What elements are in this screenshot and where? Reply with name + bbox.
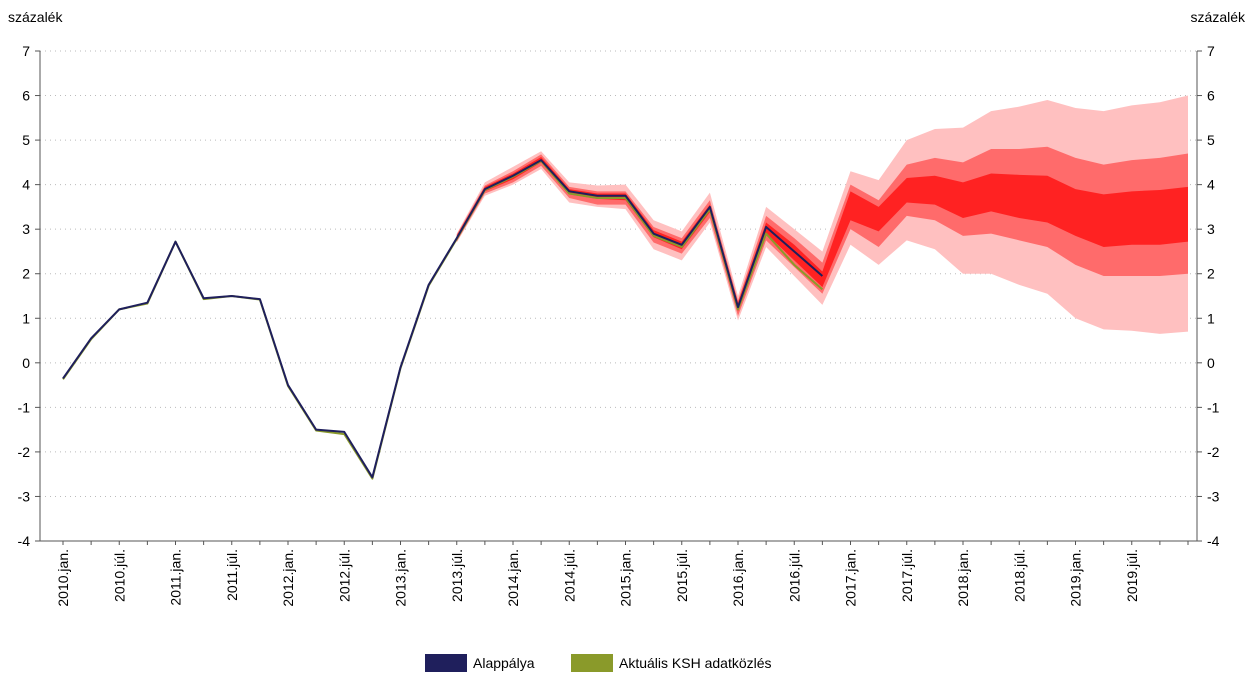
y-tick-label: 5 (22, 132, 30, 148)
fan-band (456, 157, 1188, 312)
y2-tick-label: -3 (1207, 488, 1220, 504)
x-tick-label: 2016.jan. (730, 549, 746, 607)
x-tick-label: 2015.jan. (618, 549, 634, 607)
x-tick-label: 2018.júl. (1011, 549, 1027, 602)
y2-tick-label: 3 (1207, 221, 1215, 237)
y-tick-label: -2 (18, 444, 31, 460)
y2-tick-label: 4 (1207, 177, 1215, 193)
y2-tick-label: 7 (1207, 43, 1215, 59)
x-tick-label: 2018.jan. (955, 549, 971, 607)
y-tick-label: 6 (22, 88, 30, 104)
x-tick-label: 2011.júl. (224, 549, 240, 601)
legend-label: Aktuális KSH adatközlés (619, 655, 772, 671)
legend-label: Alappálya (473, 655, 535, 671)
x-tick-label: 2019.júl. (1124, 549, 1140, 602)
x-tick-label: 2013.jan. (393, 549, 409, 607)
x-tick-label: 2017.júl. (899, 549, 915, 602)
y-tick-label: -3 (18, 488, 31, 504)
x-tick-label: 2011.jan. (168, 549, 184, 606)
y2-axis-label: százalék (1191, 9, 1246, 25)
x-tick-label: 2016.júl. (786, 549, 802, 602)
x-tick-label: 2015.júl. (674, 549, 690, 602)
y-tick-label: 3 (22, 221, 30, 237)
x-tick-label: 2010.jan. (55, 549, 71, 607)
y2-tick-label: 1 (1207, 310, 1215, 326)
y2-tick-label: 5 (1207, 132, 1215, 148)
x-tick-label: 2014.jan. (505, 549, 521, 607)
x-tick-label: 2017.jan. (843, 549, 859, 607)
y2-tick-label: 2 (1207, 266, 1215, 282)
x-tick-label: 2013.júl. (449, 549, 465, 602)
y-tick-label: 0 (22, 355, 30, 371)
legend-swatch (571, 654, 613, 672)
y-tick-label: 2 (22, 266, 30, 282)
x-tick-label: 2019.jan. (1068, 549, 1084, 607)
legend-swatch (425, 654, 467, 672)
x-tick-label: 2012.jan. (280, 549, 296, 607)
y2-tick-label: -2 (1207, 444, 1220, 460)
y-tick-label: -4 (18, 533, 31, 549)
y2-tick-label: -4 (1207, 533, 1220, 549)
y-axis-label: százalék (8, 9, 63, 25)
y-tick-label: 1 (22, 310, 30, 326)
y-tick-label: 7 (22, 43, 30, 59)
x-tick-label: 2010.júl. (111, 549, 127, 602)
y-tick-label: -1 (18, 399, 31, 415)
y2-tick-label: 0 (1207, 355, 1215, 371)
y-tick-label: 4 (22, 177, 30, 193)
y2-tick-label: -1 (1207, 399, 1220, 415)
x-tick-label: 2014.júl. (561, 549, 577, 602)
series-line (62, 159, 824, 479)
x-tick-label: 2012.júl. (336, 549, 352, 602)
y2-tick-label: 6 (1207, 88, 1215, 104)
